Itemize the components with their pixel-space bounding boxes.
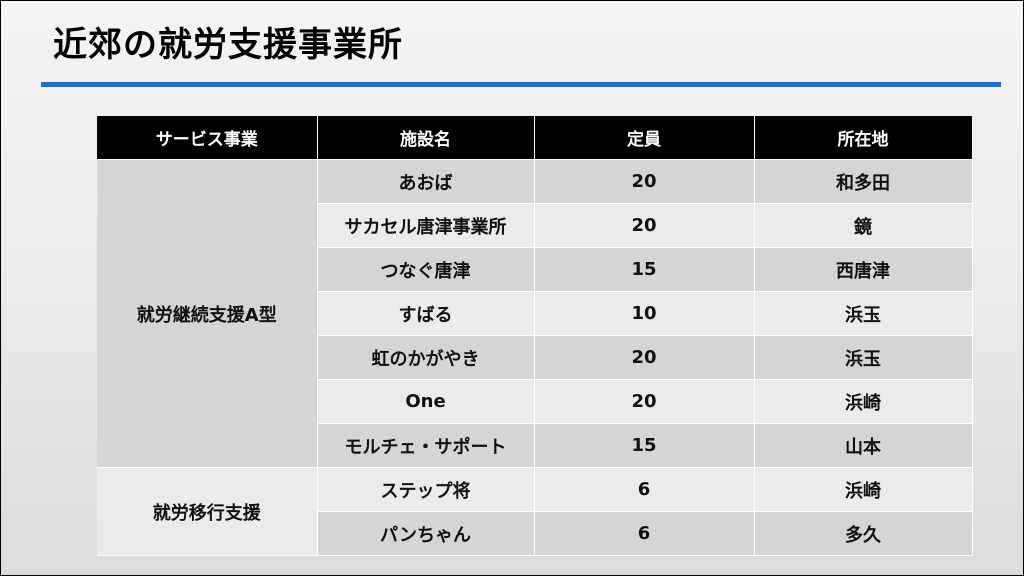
header-capacity: 定員 xyxy=(534,116,755,160)
capacity-cell: 20 xyxy=(534,159,755,204)
facility-name-cell: One xyxy=(317,379,535,424)
location-cell: 和多田 xyxy=(754,159,973,204)
location-cell: 鏡 xyxy=(754,203,973,248)
capacity-cell: 10 xyxy=(534,291,755,336)
facility-name-cell: ステップ将 xyxy=(317,467,535,512)
capacity-cell: 20 xyxy=(534,379,755,424)
capacity-cell: 6 xyxy=(534,511,755,556)
table-row: One 20 浜崎 xyxy=(97,379,973,424)
title-underline xyxy=(41,82,1001,87)
capacity-cell: 6 xyxy=(534,467,755,512)
table-row: つなぐ唐津 15 西唐津 xyxy=(97,247,973,292)
location-cell: 多久 xyxy=(754,511,973,556)
capacity-cell: 20 xyxy=(534,203,755,248)
service-type-cell: 就労継続支援A型 xyxy=(97,159,318,468)
facility-name-cell: あおば xyxy=(317,159,535,204)
table-row: パンちゃん 6 多久 xyxy=(97,511,973,556)
service-type-cell: 就労移行支援 xyxy=(97,467,318,556)
facility-name-cell: すばる xyxy=(317,291,535,336)
facility-name-cell: パンちゃん xyxy=(317,511,535,556)
location-cell: 浜玉 xyxy=(754,291,973,336)
capacity-cell: 15 xyxy=(534,247,755,292)
facility-name-cell: つなぐ唐津 xyxy=(317,247,535,292)
table-row: すばる 10 浜玉 xyxy=(97,291,973,336)
facility-table: サービス事業 施設名 定員 所在地 就労継続支援A型 あおば 20 和多田 サカ… xyxy=(97,116,973,556)
location-cell: 西唐津 xyxy=(754,247,973,292)
facility-name-cell: サカセル唐津事業所 xyxy=(317,203,535,248)
location-cell: 浜玉 xyxy=(754,335,973,380)
header-facility-name: 施設名 xyxy=(317,116,535,160)
header-location: 所在地 xyxy=(754,116,973,160)
facility-name-cell: モルチェ・サポート xyxy=(317,423,535,468)
table-row: 就労継続支援A型 あおば 20 和多田 xyxy=(97,159,973,468)
capacity-cell: 20 xyxy=(534,335,755,380)
table-row: サカセル唐津事業所 20 鏡 xyxy=(97,203,973,248)
header-service: サービス事業 xyxy=(97,116,318,160)
location-cell: 浜崎 xyxy=(754,467,973,512)
table-row: 虹のかがやき 20 浜玉 xyxy=(97,335,973,380)
table-header-row: サービス事業 施設名 定員 所在地 xyxy=(97,116,973,160)
table-row: 就労移行支援 ステップ将 6 浜崎 xyxy=(97,467,973,556)
capacity-cell: 15 xyxy=(534,423,755,468)
facility-name-cell: 虹のかがやき xyxy=(317,335,535,380)
location-cell: 山本 xyxy=(754,423,973,468)
location-cell: 浜崎 xyxy=(754,379,973,424)
page-title: 近郊の就労支援事業所 xyxy=(53,25,403,65)
table-row: モルチェ・サポート 15 山本 xyxy=(97,423,973,468)
